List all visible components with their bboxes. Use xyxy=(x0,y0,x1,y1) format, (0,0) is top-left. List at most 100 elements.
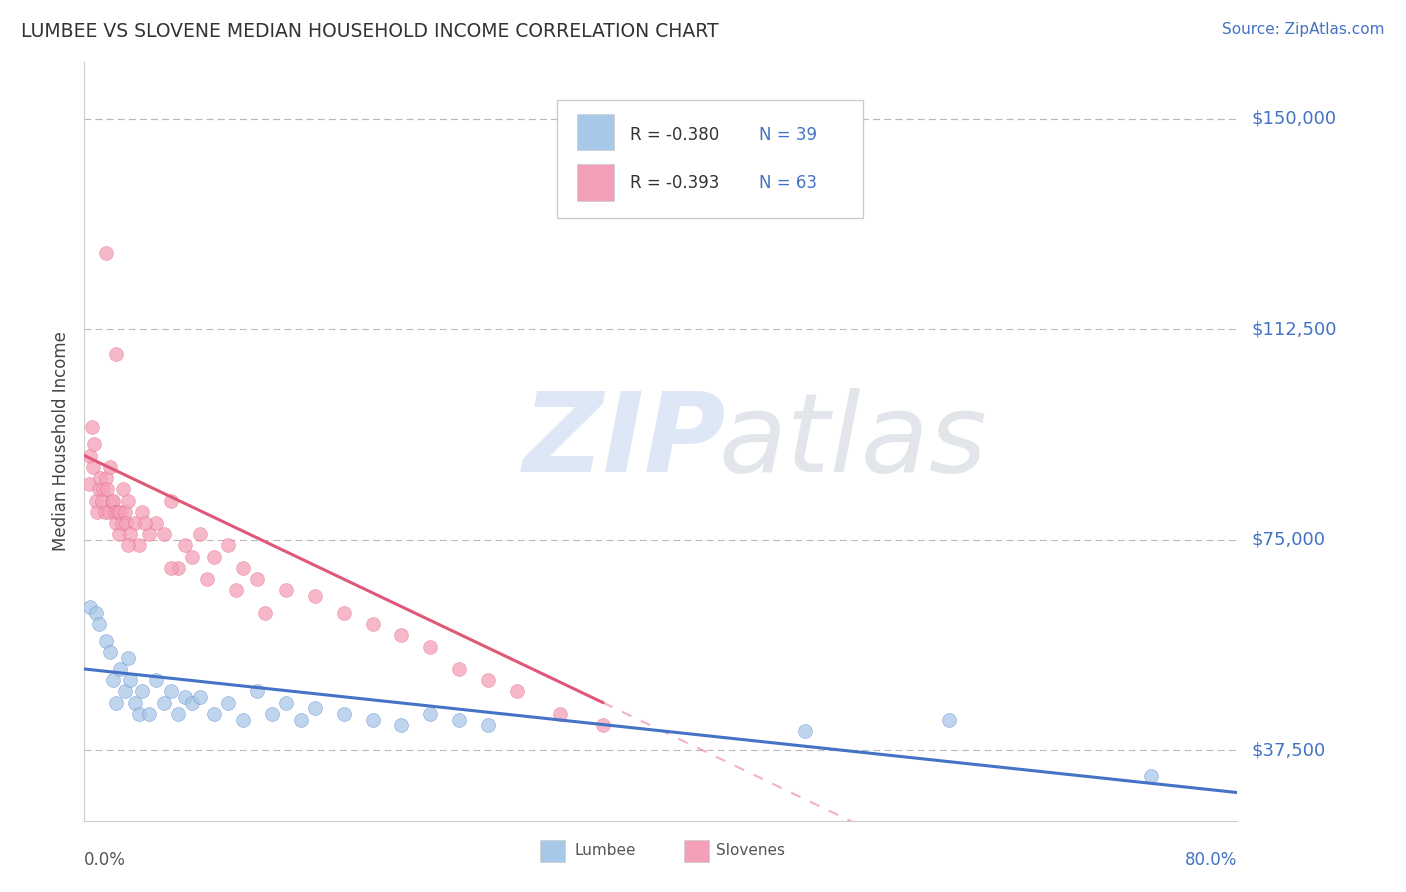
Point xyxy=(94,246,117,260)
Point xyxy=(202,549,225,564)
Point xyxy=(114,505,136,519)
Text: $112,500: $112,500 xyxy=(1251,320,1337,338)
Point xyxy=(131,505,153,519)
Point xyxy=(506,684,529,698)
Point xyxy=(152,527,174,541)
Point xyxy=(117,493,139,508)
Point xyxy=(87,617,110,632)
Point xyxy=(107,505,129,519)
Point xyxy=(304,589,326,603)
Point xyxy=(253,606,276,620)
Point xyxy=(79,600,101,615)
Point xyxy=(120,673,142,688)
Point xyxy=(160,684,183,698)
Point xyxy=(794,723,817,738)
Text: 80.0%: 80.0% xyxy=(1185,851,1237,869)
Point xyxy=(117,538,139,552)
Y-axis label: Median Household Income: Median Household Income xyxy=(52,332,70,551)
Point xyxy=(98,459,121,474)
Point xyxy=(110,662,132,676)
Point xyxy=(94,471,117,485)
Point xyxy=(90,493,112,508)
Text: ZIP: ZIP xyxy=(523,388,725,495)
Point xyxy=(167,561,190,575)
Point xyxy=(188,690,211,704)
Text: $75,000: $75,000 xyxy=(1251,531,1326,549)
FancyBboxPatch shape xyxy=(540,839,565,863)
Point xyxy=(548,706,571,721)
Point xyxy=(108,527,131,541)
Point xyxy=(103,493,124,508)
Point xyxy=(115,516,138,530)
FancyBboxPatch shape xyxy=(557,100,863,218)
Point xyxy=(77,476,100,491)
Point xyxy=(246,572,269,586)
Text: N = 39: N = 39 xyxy=(759,126,817,144)
Point xyxy=(181,696,204,710)
Point xyxy=(449,713,471,727)
Point xyxy=(477,718,499,732)
Point xyxy=(87,483,110,497)
Text: R = -0.380: R = -0.380 xyxy=(630,126,718,144)
Point xyxy=(218,696,240,710)
Point xyxy=(361,617,384,632)
Point xyxy=(98,645,121,659)
Point xyxy=(145,516,167,530)
Point xyxy=(105,516,128,530)
Point xyxy=(232,713,254,727)
FancyBboxPatch shape xyxy=(683,839,709,863)
Point xyxy=(120,527,142,541)
Point xyxy=(93,505,115,519)
Point xyxy=(84,606,107,620)
Point xyxy=(419,640,441,654)
Point xyxy=(91,483,114,497)
Point xyxy=(333,606,356,620)
Point xyxy=(160,493,183,508)
Point xyxy=(94,634,117,648)
Point xyxy=(114,684,136,698)
Point xyxy=(103,673,124,688)
Point xyxy=(152,696,174,710)
Point xyxy=(83,437,105,451)
Point xyxy=(174,538,197,552)
Point xyxy=(160,561,183,575)
Point xyxy=(391,718,413,732)
Point xyxy=(79,449,101,463)
FancyBboxPatch shape xyxy=(576,114,613,151)
Point xyxy=(304,701,326,715)
Point xyxy=(105,696,128,710)
Point xyxy=(138,706,160,721)
Point xyxy=(134,516,156,530)
Point xyxy=(100,493,122,508)
Point xyxy=(592,718,614,732)
Point xyxy=(260,706,283,721)
Text: $37,500: $37,500 xyxy=(1251,741,1326,759)
Point xyxy=(145,673,167,688)
FancyBboxPatch shape xyxy=(576,164,613,201)
Point xyxy=(138,527,160,541)
Point xyxy=(449,662,471,676)
Point xyxy=(96,483,118,497)
Text: $150,000: $150,000 xyxy=(1251,110,1336,128)
Point xyxy=(195,572,218,586)
Point xyxy=(128,538,150,552)
Point xyxy=(104,505,127,519)
Point xyxy=(419,706,441,721)
Point xyxy=(333,706,356,721)
Point xyxy=(181,549,204,564)
Point xyxy=(82,459,104,474)
Point xyxy=(174,690,197,704)
Text: R = -0.393: R = -0.393 xyxy=(630,174,718,193)
Point xyxy=(391,628,413,642)
Point xyxy=(232,561,254,575)
Point xyxy=(131,684,153,698)
Point xyxy=(128,706,150,721)
Point xyxy=(89,471,111,485)
Text: Source: ZipAtlas.com: Source: ZipAtlas.com xyxy=(1222,22,1385,37)
Point xyxy=(290,713,312,727)
Point xyxy=(80,420,103,434)
Point xyxy=(938,713,960,727)
Point xyxy=(124,696,146,710)
Point xyxy=(86,505,108,519)
Text: N = 63: N = 63 xyxy=(759,174,817,193)
